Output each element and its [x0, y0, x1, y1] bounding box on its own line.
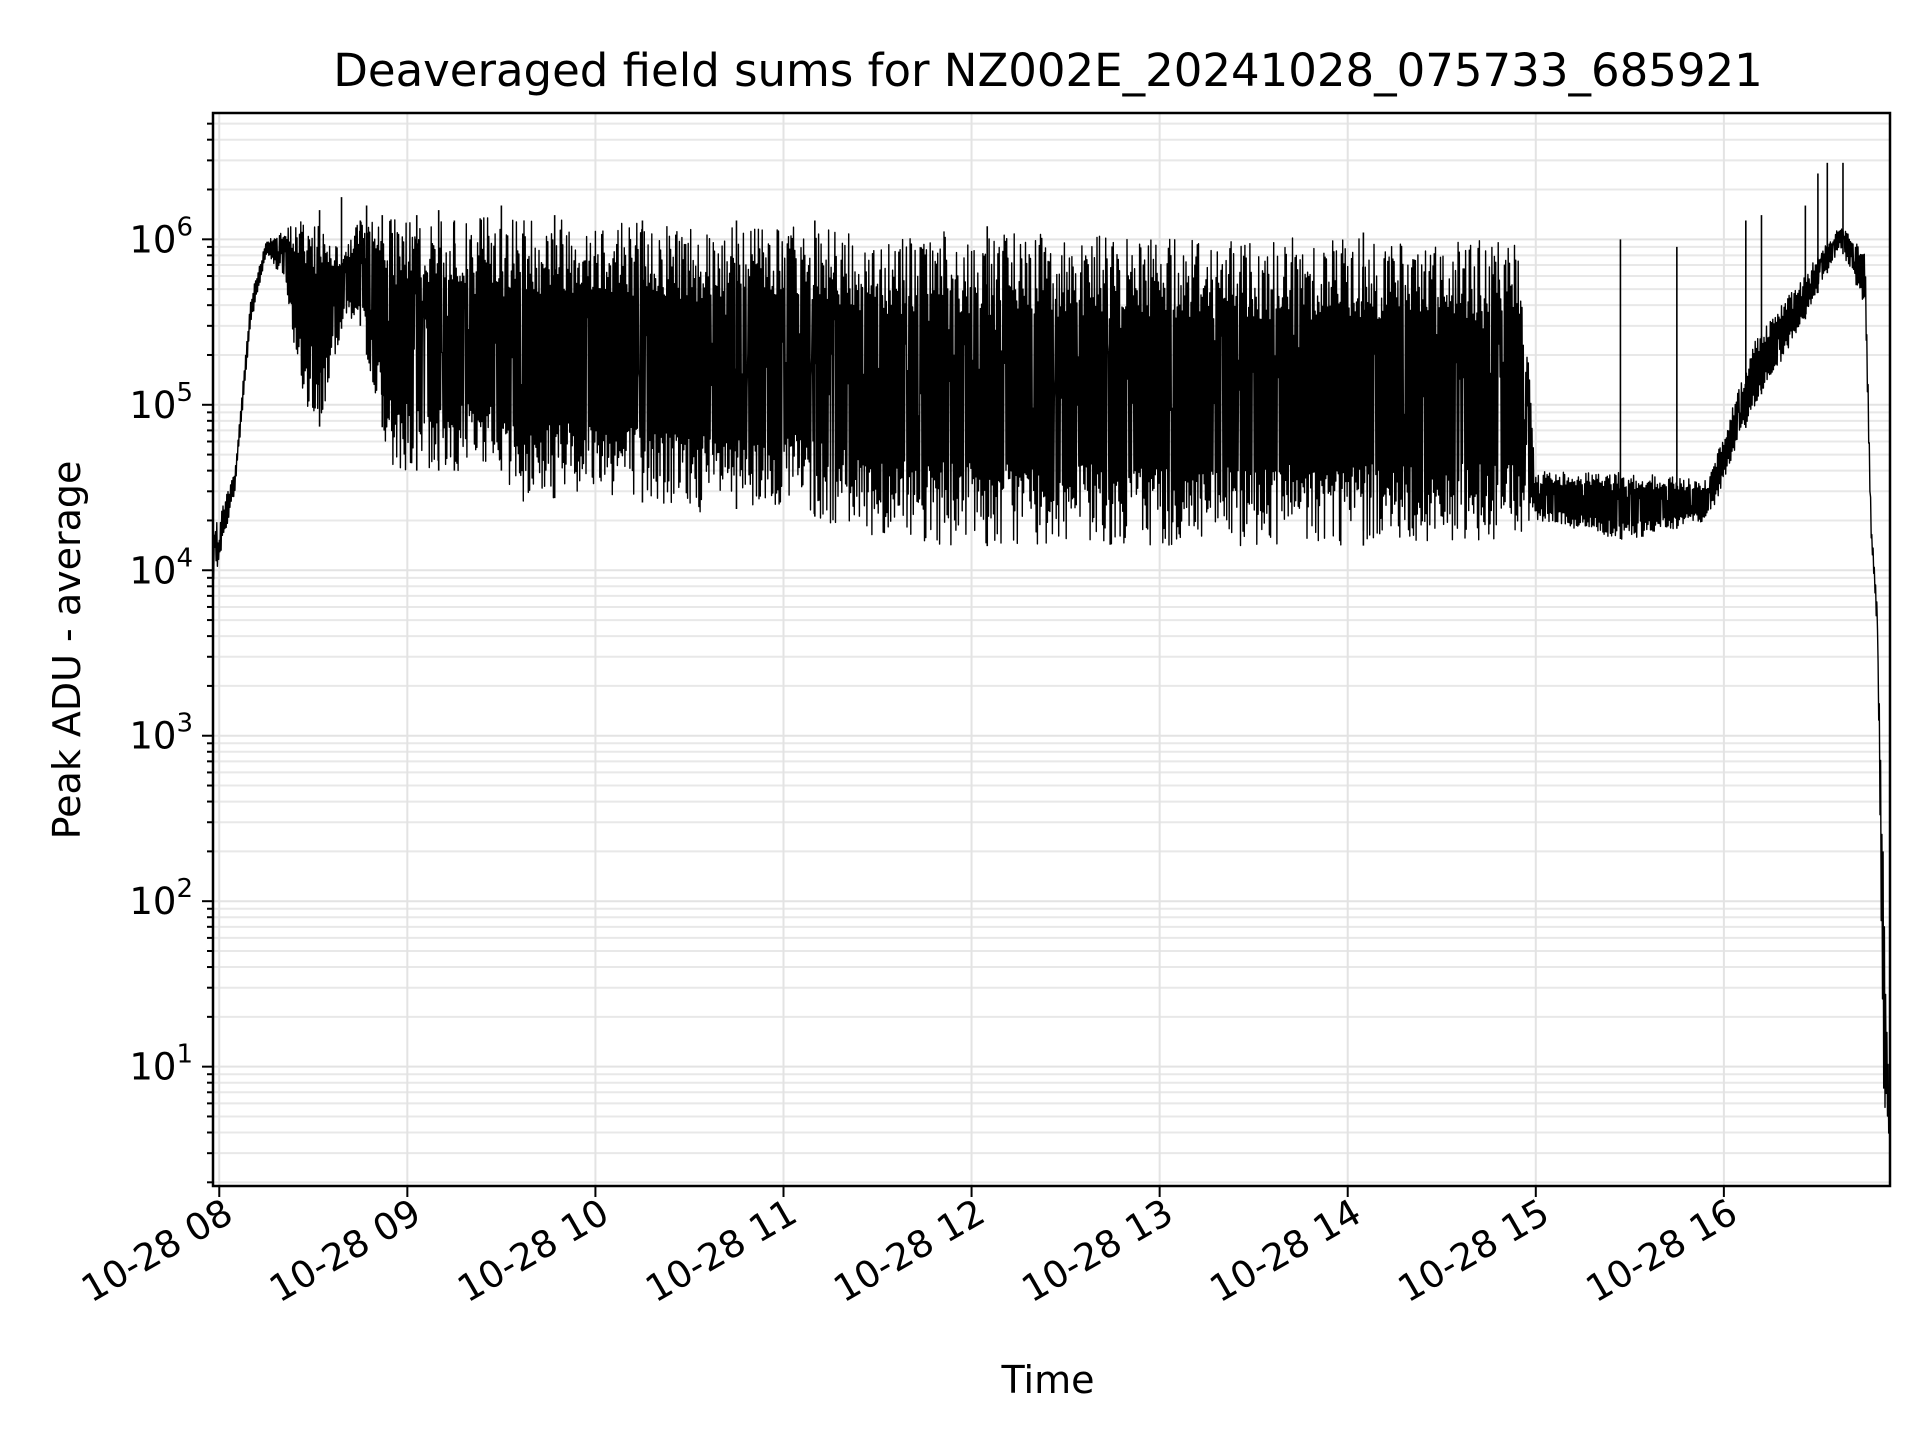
- x-axis-label: Time: [1001, 1358, 1095, 1402]
- data-series: [212, 162, 1891, 1136]
- y-tick-label: 104: [129, 543, 193, 592]
- y-tick-label: 102: [129, 874, 193, 923]
- chart-title: Deaveraged field sums for NZ002E_2024102…: [333, 44, 1762, 97]
- series-line: [212, 217, 1891, 1136]
- plot-frame: [211, 111, 1892, 1188]
- y-tick-label: 103: [129, 709, 193, 758]
- y-axis-label: Peak ADU - average: [45, 461, 89, 840]
- y-tick-label: 101: [129, 1040, 193, 1089]
- grid: [213, 113, 1890, 1186]
- y-tick-label: 105: [129, 378, 193, 427]
- y-tick-label: 106: [129, 212, 193, 261]
